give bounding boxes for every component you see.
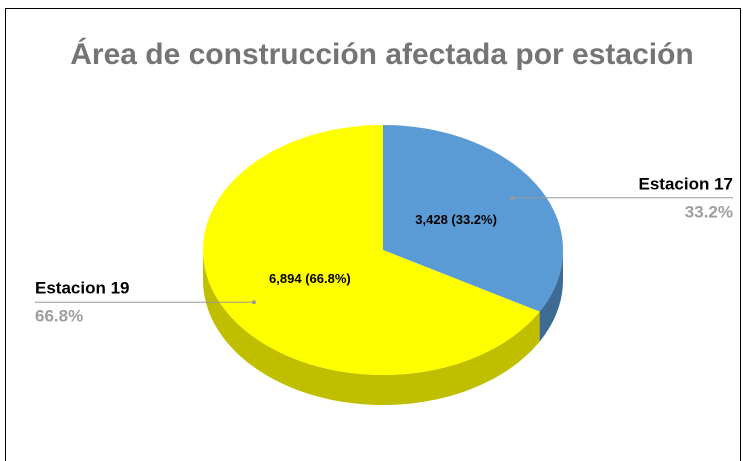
chart-title: Área de construcción afectada por estaci…: [70, 37, 694, 71]
value-label: 6,894 (66.8%): [269, 271, 351, 286]
legend-label: Estacion 19: [35, 279, 130, 298]
percent-label: 66.8%: [35, 307, 83, 326]
slice: [203, 125, 540, 375]
value-label: 3,428 (33.2%): [415, 212, 497, 227]
leader-dot: [251, 300, 256, 305]
slice-side: [539, 250, 563, 342]
slice: [383, 125, 563, 312]
legend-label: Estacion 17: [639, 174, 734, 193]
percent-label: 33.2%: [685, 202, 733, 221]
leader-dot: [510, 195, 515, 200]
slice-side: [203, 250, 540, 405]
